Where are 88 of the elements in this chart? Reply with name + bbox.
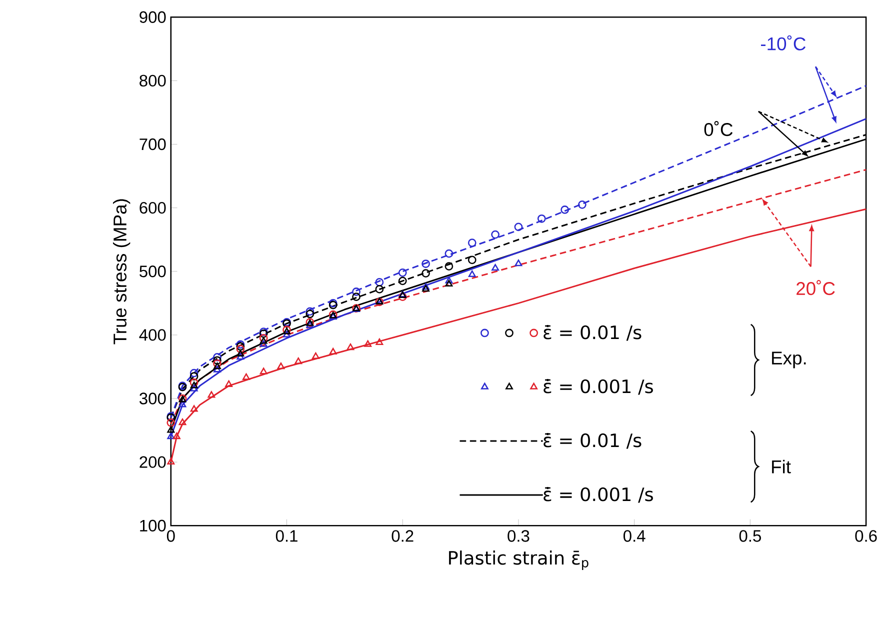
point [214, 362, 221, 370]
point [445, 276, 453, 284]
point [491, 230, 500, 239]
point [514, 222, 523, 231]
legend-label: ε̄̇ = 0.001 /s [544, 378, 653, 395]
point [178, 400, 186, 408]
point [492, 264, 500, 271]
point [468, 256, 476, 264]
annotation: Exp. [772, 352, 806, 368]
y-axis-title: True stress (MPa) [112, 199, 130, 344]
point [352, 292, 360, 301]
point [375, 278, 384, 286]
y-tick-label: 900 [140, 11, 166, 23]
x-tick-label: 0.1 [276, 530, 298, 542]
point [306, 307, 314, 316]
point [178, 418, 186, 425]
point [236, 344, 245, 354]
point [213, 359, 222, 368]
point [398, 276, 407, 286]
point [444, 249, 454, 258]
point [375, 284, 384, 294]
point [468, 238, 476, 247]
point [294, 357, 302, 364]
point [468, 270, 476, 277]
y-tick-label: 700 [140, 138, 166, 150]
point [190, 384, 198, 392]
x-tick-label: 0.5 [739, 530, 761, 542]
point [514, 259, 522, 266]
legend-label: ε̄̇ = 0.01 /s [544, 432, 642, 449]
point [214, 366, 221, 372]
point [260, 340, 268, 347]
y-tick-label: 800 [140, 74, 166, 86]
point [225, 380, 233, 387]
x-axis-title: Plastic strain ε̄$_{p}$ [449, 550, 588, 570]
point [346, 343, 354, 350]
annotation: Fit [772, 460, 791, 474]
point [376, 338, 384, 345]
point [167, 426, 175, 433]
point [422, 259, 430, 268]
point [260, 337, 268, 344]
point [190, 405, 198, 412]
point [283, 330, 290, 338]
point [172, 432, 180, 439]
x-tick-label: 0.4 [623, 530, 646, 542]
x-tick-label: 0 [166, 530, 175, 542]
y-tick-label: 300 [140, 392, 166, 404]
point [537, 214, 546, 223]
annotation: 0˚C [704, 120, 733, 136]
point [560, 205, 570, 214]
point [190, 378, 198, 387]
y-tick-label: 200 [140, 456, 166, 468]
y-tick-label: 600 [140, 202, 166, 214]
point [236, 352, 244, 360]
point [444, 262, 454, 270]
x-tick-label: 0.6 [855, 530, 877, 542]
point [398, 268, 407, 277]
point [236, 350, 244, 356]
y-tick-label: 500 [140, 265, 166, 278]
point [190, 382, 198, 388]
point [422, 269, 430, 278]
y-tick-label: 100 [140, 520, 166, 532]
annotation: 20˚C [796, 280, 835, 295]
point [578, 200, 586, 209]
point [208, 391, 216, 398]
point [364, 340, 372, 347]
annotation: -10˚C [761, 35, 806, 50]
point [260, 368, 268, 374]
legend-label: ε̄̇ = 0.01 /s [544, 324, 642, 341]
point [306, 310, 314, 318]
point [277, 362, 285, 370]
point [398, 292, 407, 301]
point [312, 352, 320, 359]
point [167, 458, 175, 464]
point [190, 372, 198, 380]
x-tick-label: 0.3 [508, 530, 530, 542]
y-tick-label: 400 [139, 329, 166, 341]
point [242, 373, 250, 380]
point [166, 418, 176, 427]
point [259, 334, 268, 342]
legend-label: ε̄̇ = 0.001 /s [544, 486, 653, 503]
x-tick-label: 0.2 [392, 530, 414, 542]
point [352, 287, 360, 296]
point [213, 352, 222, 362]
point [190, 368, 198, 378]
point [213, 356, 222, 364]
point [329, 348, 337, 354]
point [445, 280, 453, 286]
point [167, 432, 175, 439]
